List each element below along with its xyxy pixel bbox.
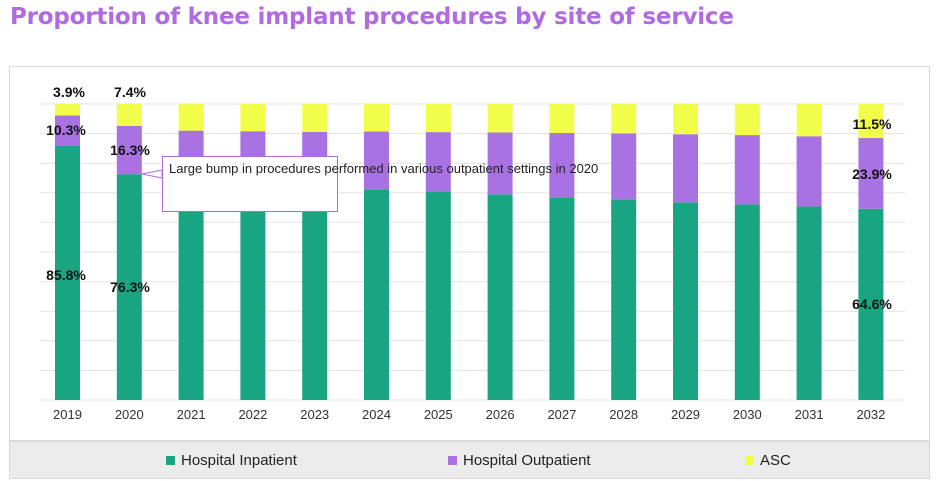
bar-segment [425,104,451,133]
x-tick-label: 2032 [856,407,885,422]
bar-segment [178,130,204,158]
bar-segment [364,189,389,400]
legend-swatch-asc [745,456,754,465]
bar-segment [796,104,822,137]
data-label: 7.4% [114,84,146,100]
bar-segment [796,136,822,207]
legend-swatch-inpatient [166,456,175,465]
bar-segment [240,131,266,158]
x-tick-label: 2024 [362,407,391,422]
data-label: 23.9% [852,166,892,182]
bar-segment [549,104,575,134]
bar-segment [55,115,80,147]
x-tick-label: 2030 [733,407,762,422]
x-tick-label: 2029 [671,407,700,422]
bar-segment [364,104,389,132]
bar-segment [487,132,513,195]
data-label: 3.9% [53,84,85,100]
bar-segment [673,202,698,400]
annotation-callout: Large bump in procedures performed in va… [162,156,598,212]
x-tick-label: 2026 [486,407,515,422]
x-tick-label: 2027 [547,407,576,422]
x-tick-label: 2022 [238,407,267,422]
chart-title: Proportion of knee implant procedures by… [10,4,734,30]
x-tick-label: 2025 [424,407,453,422]
bar-segment [858,138,884,209]
data-label: 16.3% [110,142,150,158]
data-label: 10.3% [46,122,86,138]
legend-label-inpatient: Hospital Inpatient [181,452,297,469]
bar-segment [734,135,760,205]
bar-segment [364,131,389,190]
data-label: 85.8% [46,267,86,283]
bar-segment [673,134,698,203]
bar-segment [178,104,204,131]
chart-area [9,66,930,441]
bar-segment [734,204,760,400]
legend-item-inpatient: Hospital Inpatient [166,452,297,469]
bar-segment [425,191,451,400]
legend: Hospital Inpatient Hospital Outpatient A… [9,441,930,479]
bar-segment [549,197,575,400]
bar-segment [858,104,884,139]
bar-segment [673,104,698,135]
x-tick-label: 2031 [795,407,824,422]
bar-segment [734,104,760,136]
bar-segment [796,206,822,400]
bar-segment [487,194,513,400]
bar-segment [302,131,328,158]
callout-pointer [141,169,163,179]
bar-segment [116,174,142,400]
bar-segment [611,104,637,134]
legend-label-outpatient: Hospital Outpatient [463,452,591,469]
bar-segment [549,133,575,198]
bar-segment [302,104,328,132]
x-tick-label: 2021 [177,407,206,422]
bar-segment [487,104,513,133]
bar-segment [55,104,80,116]
bar-segment [116,104,142,126]
bar-segment [611,133,637,200]
x-tick-label: 2020 [115,407,144,422]
legend-swatch-outpatient [448,456,457,465]
bar-segment [240,104,266,132]
bar-segment [55,146,80,400]
legend-label-asc: ASC [760,452,791,469]
stacked-bar-chart: 2019 2020 2021 2022 2023 2024 2025 2026 2027 2028… [40,84,905,422]
x-tick-label: 2028 [609,407,638,422]
bar-segment [425,132,451,192]
bar-segment [858,208,884,400]
x-tick-label: 2019 [53,407,82,422]
bar-segment [116,125,142,175]
bar-segment [611,199,637,400]
x-tick-label: 2023 [300,407,329,422]
legend-item-asc: ASC [745,452,791,469]
data-label: 76.3% [110,279,150,295]
legend-item-outpatient: Hospital Outpatient [448,452,591,469]
data-label: 64.6% [852,296,892,312]
data-label: 11.5% [853,116,892,132]
